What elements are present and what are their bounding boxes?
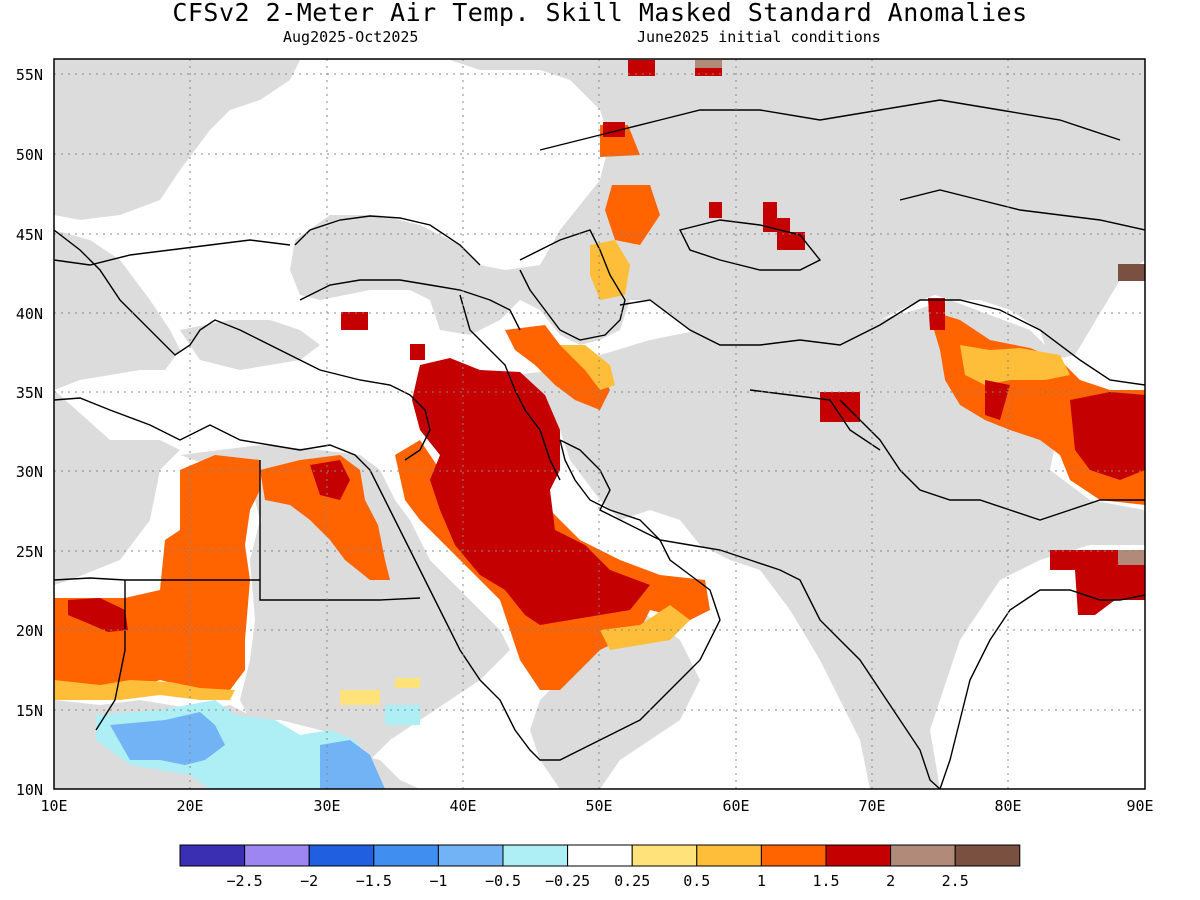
legend-label: −0.25 — [545, 872, 590, 890]
legend-box — [502, 844, 569, 867]
anomaly-anatolia — [341, 312, 368, 330]
anomaly-egypt-hot — [310, 460, 350, 500]
anomaly-afghanistan — [820, 392, 860, 422]
anomaly-sudan-cool-deep — [320, 740, 385, 789]
legend-box — [890, 844, 956, 867]
anomaly-russia-top-1 — [628, 60, 655, 76]
lat-label: 45N — [16, 226, 43, 244]
lon-label: 10E — [40, 797, 67, 815]
anomaly-levant — [410, 344, 425, 360]
latitude-labels: 55N 50N 45N 40N 35N 30N 25N 20N 15N 10N — [16, 66, 43, 799]
color-legend — [179, 844, 1021, 867]
legend-box — [373, 844, 439, 867]
map-title: CFSv2 2-Meter Air Temp. Skill Masked Sta… — [172, 0, 1028, 27]
anomaly-africa-west-fringe — [54, 680, 235, 700]
anomaly-caspian-north — [605, 185, 660, 245]
lon-label: 70E — [858, 797, 885, 815]
anomaly-sahel-cool-deep — [110, 712, 225, 765]
lon-label: 40E — [449, 797, 476, 815]
anomaly-caucasus — [505, 325, 610, 410]
anomaly-bengal — [1050, 550, 1145, 615]
legend-box — [760, 844, 827, 867]
coastlines — [54, 99, 1145, 789]
lat-label: 35N — [16, 384, 43, 402]
legend-label: 0.5 — [683, 872, 710, 890]
lat-label: 55N — [16, 66, 43, 84]
lat-label: 15N — [16, 702, 43, 720]
anomaly-kazakh-2 — [763, 202, 805, 250]
anomaly-fields — [54, 60, 1145, 789]
anomaly-africa-west — [54, 455, 260, 695]
lat-label: 10N — [16, 781, 43, 799]
legend-label: 1.5 — [812, 872, 839, 890]
initial-conditions: June2025 initial conditions — [637, 28, 881, 46]
anomaly-arabia-fringe — [600, 605, 690, 650]
legend-label: 2 — [886, 872, 895, 890]
lat-label: 50N — [16, 146, 43, 164]
legend-box — [954, 844, 1021, 867]
anomaly-bengal-brown — [1118, 550, 1145, 565]
anomaly-caspian-fringe — [590, 240, 630, 300]
legend-box — [696, 844, 762, 867]
legend-label: 1 — [757, 872, 766, 890]
anomaly-sudan-cool-light — [385, 705, 420, 725]
legend-label: 2.5 — [942, 872, 969, 890]
anomaly-arabia-hot — [412, 358, 650, 625]
legend-label: −2 — [300, 872, 318, 890]
legend-box — [244, 844, 310, 867]
legend-box — [308, 844, 375, 867]
anomaly-egypt — [260, 455, 390, 580]
anomaly-russia-top-2 — [695, 60, 722, 70]
lon-label: 60E — [722, 797, 749, 815]
legend-box — [825, 844, 892, 867]
anomaly-tibet-hot — [1070, 392, 1145, 480]
anomaly-kazakh-1 — [709, 202, 722, 218]
legend-box — [179, 844, 246, 867]
legend-labels: −2.5 −2 −1.5 −1 −0.5 −0.25 0.25 0.5 1 1.… — [227, 872, 969, 890]
lon-label: 90E — [1126, 797, 1153, 815]
legend-box — [631, 844, 698, 867]
lon-label: 80E — [994, 797, 1021, 815]
lat-label: 40N — [16, 305, 43, 323]
lon-label: 20E — [176, 797, 203, 815]
legend-box — [567, 844, 633, 867]
legend-box — [437, 844, 504, 867]
anomaly-caucasus-fringe — [560, 345, 615, 390]
lat-label: 25N — [16, 543, 43, 561]
lon-label: 50E — [585, 797, 612, 815]
anomaly-russia-top-3 — [695, 68, 722, 76]
anomaly-kashmir-hot — [928, 298, 1010, 420]
legend-label: −1 — [429, 872, 447, 890]
graticule — [54, 59, 1145, 789]
lon-label: 30E — [313, 797, 340, 815]
anomaly-himalaya-fringe — [960, 345, 1070, 385]
legend-label: −1.5 — [356, 872, 392, 890]
legend-label: −2.5 — [227, 872, 263, 890]
anomaly-sahel-yellow — [340, 678, 420, 705]
legend-label: 0.25 — [614, 872, 650, 890]
anomaly-tibet-brown — [1118, 264, 1145, 281]
map-frame — [53, 58, 1146, 790]
forecast-period: Aug2025-Oct2025 — [283, 28, 419, 46]
longitude-labels: 10E 20E 30E 40E 50E 60E 70E 80E 90E — [40, 797, 1153, 815]
legend-label: −0.5 — [485, 872, 521, 890]
lat-label: 20N — [16, 622, 43, 640]
lat-label: 30N — [16, 463, 43, 481]
anomaly-chad-hot — [68, 598, 128, 632]
